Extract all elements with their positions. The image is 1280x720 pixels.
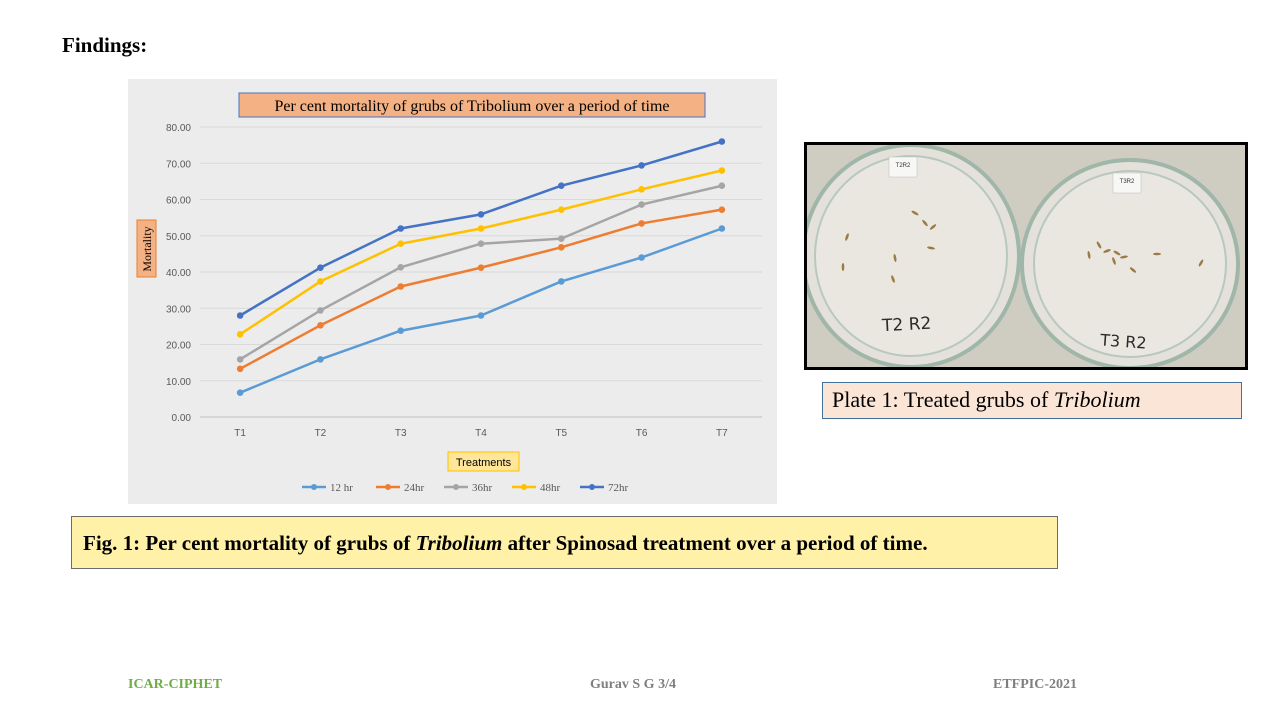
data-point (477, 211, 485, 218)
data-point (477, 240, 485, 248)
data-point (397, 240, 405, 248)
data-point (236, 365, 244, 373)
figure-caption-prefix: Fig. 1: Per cent mortality of grubs of (83, 531, 416, 555)
data-point (397, 263, 405, 271)
chart-canvas: Per cent mortality of grubs of Tribolium… (136, 92, 762, 494)
x-tick-label: T1 (234, 428, 246, 439)
y-tick-label: 50.00 (166, 232, 191, 243)
data-point (236, 356, 244, 363)
y-tick-label: 40.00 (166, 268, 191, 279)
x-tick-label: T5 (555, 428, 567, 439)
data-point (477, 225, 485, 232)
y-axis-label: Mortality (140, 226, 154, 271)
data-point (718, 206, 726, 213)
plate-caption-species: Tribolium (1053, 387, 1141, 412)
y-tick-label: 60.00 (166, 196, 191, 207)
data-point (317, 307, 324, 314)
plate-caption-text: Plate 1: Treated grubs of (832, 387, 1054, 412)
x-tick-label: T6 (636, 428, 648, 439)
y-tick-label: 70.00 (166, 159, 191, 170)
data-point (718, 167, 726, 174)
footer-author-page: Gurav S G 3/4 (590, 677, 676, 692)
y-axis-label-box (136, 219, 157, 278)
data-point (638, 201, 645, 208)
data-point (718, 182, 726, 190)
legend-marker (385, 484, 391, 490)
legend-label: 24hr (404, 482, 425, 494)
data-point (477, 264, 485, 271)
slide-heading: Findings: (62, 33, 148, 57)
legend-marker (311, 484, 317, 490)
data-point (638, 162, 645, 169)
y-tick-label: 10.00 (166, 377, 191, 388)
figure-caption-suffix: after Spinosad treatment over a period o… (502, 531, 928, 555)
data-point (236, 331, 244, 338)
plate-caption: Plate 1: Treated grubs of Tribolium (822, 382, 1242, 419)
legend-marker (521, 484, 527, 490)
legend-marker (589, 484, 595, 490)
grub-marks (841, 210, 1204, 283)
data-point (557, 278, 565, 285)
legend-label: 72hr (608, 482, 629, 494)
data-point (477, 312, 485, 319)
data-point (236, 389, 244, 397)
data-point (557, 244, 565, 251)
chart-title: Per cent mortality of grubs of Tribolium… (274, 98, 669, 115)
data-point (557, 206, 565, 213)
data-point (236, 312, 244, 319)
data-point (397, 283, 405, 290)
x-axis-label-box (447, 451, 520, 472)
plate-photo: T2R2 T3R2 T2 R2 T3 R2 (804, 142, 1248, 370)
chart-title-box (238, 92, 706, 118)
legend-marker (453, 484, 459, 490)
data-point (317, 278, 324, 285)
x-tick-label: T4 (475, 428, 487, 439)
y-tick-label: 80.00 (166, 123, 191, 134)
data-point (557, 235, 565, 242)
x-tick-label: T2 (315, 428, 327, 439)
data-point (317, 321, 324, 329)
data-point (317, 264, 324, 271)
data-point (557, 182, 565, 190)
y-tick-label: 30.00 (166, 304, 191, 315)
legend-label: 36hr (472, 482, 493, 494)
data-point (397, 225, 405, 232)
figure-caption-species: Tribolium (415, 531, 503, 555)
left-handwritten-label: T2 R2 (881, 314, 932, 337)
footer-event: ETFPIC-2021 (993, 677, 1077, 692)
data-point (638, 254, 645, 261)
petri-dish-photo: T2R2 T3R2 T2 R2 T3 R2 (807, 145, 1245, 367)
footer-org: ICAR-CIPHET (128, 677, 223, 692)
x-axis-label: Treatments (456, 457, 512, 469)
data-point (718, 225, 726, 232)
data-point (718, 138, 726, 145)
legend-label: 12 hr (330, 482, 353, 494)
data-point (397, 327, 405, 335)
y-tick-label: 0.00 (172, 413, 192, 424)
data-point (638, 220, 645, 227)
data-point (317, 356, 324, 363)
legend-label: 48hr (540, 482, 561, 494)
left-tag-label: T2R2 (896, 163, 911, 169)
data-point (638, 186, 645, 193)
mortality-line-chart: Per cent mortality of grubs of Tribolium… (128, 79, 777, 504)
series-line (239, 227, 723, 394)
x-tick-label: T7 (716, 428, 728, 439)
figure-caption: Fig. 1: Per cent mortality of grubs of T… (71, 516, 1058, 569)
series-line (239, 169, 723, 336)
right-tag-label: T3R2 (1120, 179, 1135, 185)
y-tick-label: 20.00 (166, 341, 191, 352)
right-handwritten-label: T3 R2 (1099, 330, 1148, 352)
x-tick-label: T3 (395, 428, 407, 439)
